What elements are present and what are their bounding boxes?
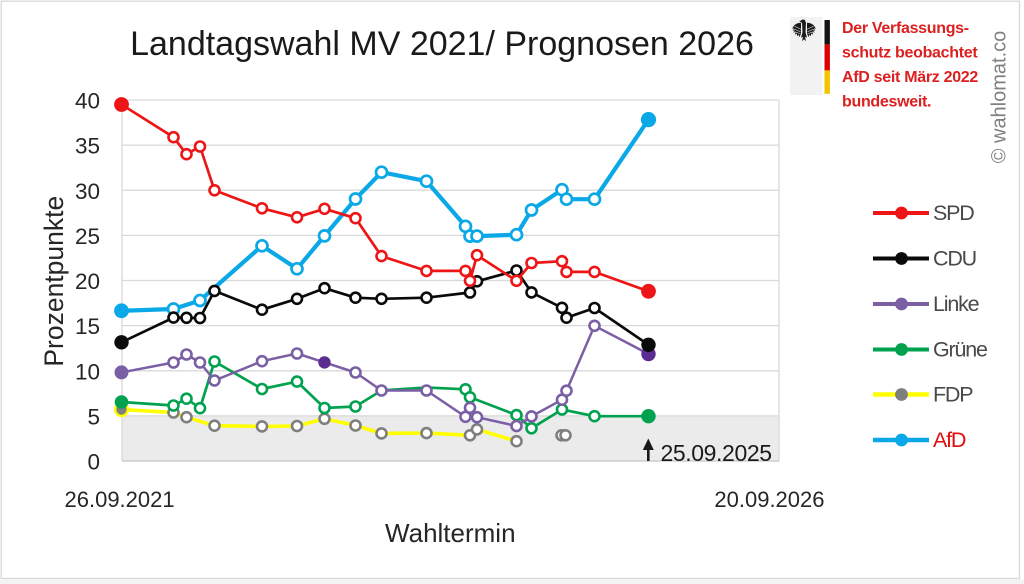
svg-text:40: 40 xyxy=(75,89,100,114)
svg-text:5: 5 xyxy=(87,405,100,430)
svg-text:25.09.2025: 25.09.2025 xyxy=(661,440,772,466)
svg-text:Linke: Linke xyxy=(933,292,979,316)
svg-text:26.09.2021: 26.09.2021 xyxy=(65,487,175,512)
svg-text:Der Verfassungs-: Der Verfassungs- xyxy=(842,20,969,37)
svg-text:10: 10 xyxy=(75,359,100,384)
svg-text:FDP: FDP xyxy=(933,382,973,406)
svg-text:AfD: AfD xyxy=(933,428,966,452)
svg-text:bundesweit.: bundesweit. xyxy=(842,94,931,111)
svg-text:Landtagswahl MV 2021/ Prognose: Landtagswahl MV 2021/ Prognosen 2026 xyxy=(130,25,754,63)
svg-text:Prozentpunkte: Prozentpunkte xyxy=(39,196,69,367)
svg-text:30: 30 xyxy=(75,179,100,204)
svg-text:Grüne: Grüne xyxy=(933,337,987,361)
svg-text:35: 35 xyxy=(75,134,100,159)
svg-text:AfD seit März 2022: AfD seit März 2022 xyxy=(842,69,978,86)
svg-text:CDU: CDU xyxy=(933,246,976,270)
svg-text:25: 25 xyxy=(75,224,100,249)
svg-text:schutz beobachtet: schutz beobachtet xyxy=(842,45,978,62)
svg-text:0: 0 xyxy=(87,450,100,475)
svg-text:15: 15 xyxy=(75,314,100,339)
svg-text:© wahlomat.co: © wahlomat.co xyxy=(989,31,1011,164)
svg-text:Wahltermin: Wahltermin xyxy=(385,518,516,548)
svg-text:SPD: SPD xyxy=(933,201,974,225)
svg-text:20: 20 xyxy=(75,269,100,294)
svg-text:20.09.2026: 20.09.2026 xyxy=(714,487,824,512)
